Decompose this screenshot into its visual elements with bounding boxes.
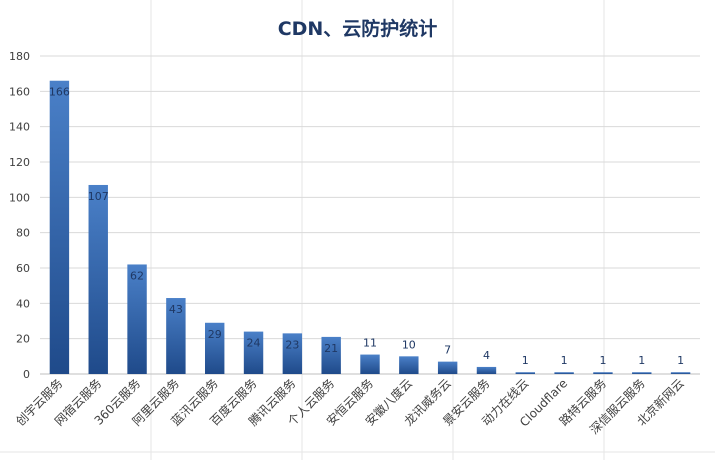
data-label: 43 xyxy=(169,303,183,316)
bar[interactable] xyxy=(282,333,303,374)
y-tick-label: 100 xyxy=(9,191,30,204)
data-label: 4 xyxy=(483,349,490,362)
bar[interactable] xyxy=(205,322,225,374)
bar[interactable] xyxy=(127,264,147,374)
bar[interactable] xyxy=(166,298,186,374)
y-tick-label: 180 xyxy=(9,50,30,63)
bar[interactable] xyxy=(476,366,497,374)
bar[interactable] xyxy=(321,336,341,374)
y-tick-label: 120 xyxy=(9,156,30,169)
data-label: 166 xyxy=(49,86,70,99)
data-label: 7 xyxy=(444,344,451,357)
data-label: 11 xyxy=(363,337,377,350)
y-tick-label: 0 xyxy=(23,368,30,381)
data-label: 1 xyxy=(599,354,606,367)
y-tick-label: 60 xyxy=(16,262,30,275)
data-label: 24 xyxy=(247,337,261,350)
data-label: 1 xyxy=(522,354,529,367)
bar[interactable] xyxy=(437,361,458,374)
bar[interactable] xyxy=(49,80,70,374)
data-label: 107 xyxy=(88,190,109,203)
bar[interactable] xyxy=(515,372,535,374)
bar[interactable] xyxy=(554,372,574,374)
bar[interactable] xyxy=(593,372,613,374)
data-label: 62 xyxy=(130,269,144,282)
bar[interactable] xyxy=(360,354,380,374)
data-label: 29 xyxy=(208,328,222,341)
bar[interactable] xyxy=(243,331,264,374)
y-tick-label: 40 xyxy=(16,297,30,310)
bar[interactable] xyxy=(399,356,419,374)
chart-title: CDN、云防护统计 xyxy=(277,18,438,40)
data-label: 1 xyxy=(561,354,568,367)
bar[interactable] xyxy=(88,184,108,374)
data-label: 21 xyxy=(324,342,338,355)
y-tick-label: 140 xyxy=(9,121,30,134)
y-tick-label: 20 xyxy=(16,333,30,346)
data-label: 1 xyxy=(638,354,645,367)
bar[interactable] xyxy=(632,372,652,374)
y-tick-label: 80 xyxy=(16,227,30,240)
bar[interactable] xyxy=(670,372,691,374)
data-label: 10 xyxy=(402,338,416,351)
data-label: 1 xyxy=(677,354,684,367)
y-tick-label: 160 xyxy=(9,85,30,98)
data-label: 23 xyxy=(285,338,299,351)
